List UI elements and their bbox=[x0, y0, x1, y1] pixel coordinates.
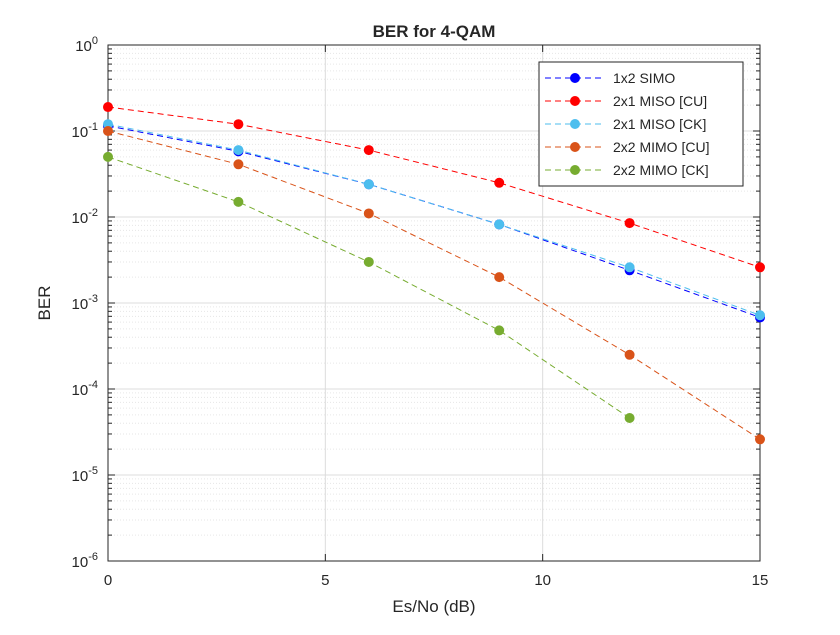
legend-marker bbox=[570, 165, 580, 175]
data-point bbox=[103, 102, 113, 113]
legend-label: 1x2 SIMO bbox=[613, 70, 675, 86]
legend-marker bbox=[570, 96, 580, 106]
series-1 bbox=[103, 102, 765, 273]
legend-label: 2x1 MISO [CK] bbox=[613, 116, 706, 132]
y-tick-label: 10-5 bbox=[72, 465, 98, 485]
series-4 bbox=[103, 151, 635, 424]
data-point bbox=[233, 119, 244, 130]
y-tick-label: 10-4 bbox=[72, 379, 98, 399]
data-point bbox=[624, 218, 635, 229]
y-tick-label: 100 bbox=[75, 35, 98, 55]
data-point bbox=[494, 177, 505, 188]
data-point bbox=[755, 434, 765, 445]
y-axis-label: BER bbox=[35, 286, 54, 321]
x-tick-label: 0 bbox=[104, 572, 112, 589]
data-point bbox=[494, 325, 505, 336]
x-tick-label: 10 bbox=[534, 572, 551, 589]
y-tick-label: 10-1 bbox=[72, 121, 98, 141]
data-point bbox=[363, 208, 374, 219]
x-tick-label: 5 bbox=[321, 572, 329, 589]
data-point bbox=[755, 310, 765, 321]
data-point bbox=[624, 262, 635, 273]
legend: 1x2 SIMO 2x1 MISO [CU] 2x1 MISO [CK] 2x2 MI… bbox=[538, 61, 744, 187]
series-3 bbox=[103, 126, 765, 445]
data-point bbox=[494, 219, 505, 230]
data-point bbox=[363, 145, 374, 156]
series-group bbox=[103, 102, 765, 445]
legend-marker bbox=[570, 119, 580, 129]
series-line bbox=[107, 130, 761, 440]
legend-items: 1x2 SIMO 2x1 MISO [CU] 2x1 MISO [CK] 2x2 MI… bbox=[545, 70, 709, 178]
data-point bbox=[494, 272, 505, 283]
data-point bbox=[103, 151, 113, 162]
series-2 bbox=[103, 119, 765, 321]
data-point bbox=[363, 256, 374, 267]
data-point bbox=[233, 145, 244, 156]
axis-ticks: 10-6 10-5 10-4 10-3 10-2 10-1 100 0 5 10 15 bbox=[72, 35, 769, 589]
data-point bbox=[624, 349, 635, 360]
series-line bbox=[107, 123, 761, 316]
series-line bbox=[107, 156, 630, 419]
data-point bbox=[363, 179, 374, 190]
chart-title: BER for 4-QAM bbox=[373, 22, 496, 41]
data-point bbox=[755, 262, 765, 273]
legend-marker bbox=[570, 73, 580, 83]
y-tick-label: 10-3 bbox=[72, 293, 98, 313]
data-point bbox=[624, 413, 635, 424]
data-point bbox=[233, 196, 244, 207]
x-tick-label: 15 bbox=[752, 572, 769, 589]
legend-marker bbox=[570, 142, 580, 152]
data-point bbox=[103, 126, 113, 136]
legend-label: 2x2 MIMO [CK] bbox=[613, 162, 709, 178]
data-point bbox=[233, 159, 244, 170]
legend-label: 2x2 MIMO [CU] bbox=[613, 139, 709, 155]
x-axis-label: Es/No (dB) bbox=[392, 597, 475, 616]
legend-label: 2x1 MISO [CU] bbox=[613, 93, 707, 109]
series-line bbox=[107, 106, 761, 268]
y-tick-label: 10-6 bbox=[72, 551, 98, 571]
y-tick-label: 10-2 bbox=[72, 207, 98, 227]
